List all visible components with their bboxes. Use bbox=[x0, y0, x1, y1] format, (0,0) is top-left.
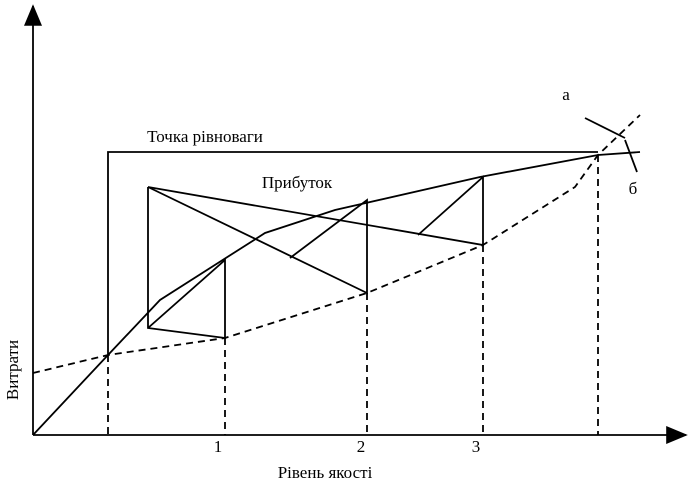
cost-curve bbox=[32, 114, 641, 374]
annotation: Прибуток bbox=[262, 173, 333, 192]
annotation: а bbox=[562, 85, 570, 104]
x-tick-label: 1 bbox=[214, 437, 223, 456]
profit-lines bbox=[147, 187, 226, 340]
annotation: б bbox=[629, 179, 638, 198]
x-tick-label: 3 bbox=[472, 437, 481, 456]
annotation: Точка рівноваги bbox=[147, 127, 263, 146]
equilibrium-bracket bbox=[107, 151, 598, 355]
profit-lines bbox=[147, 186, 368, 295]
axes bbox=[24, 4, 688, 444]
y-axis-label: Витрати bbox=[3, 340, 22, 400]
x-axis-label: Рівень якості bbox=[278, 463, 373, 482]
x-tick-label: 2 bbox=[357, 437, 366, 456]
revenue-curve bbox=[32, 151, 641, 436]
curves bbox=[32, 114, 641, 436]
marker-b bbox=[624, 139, 638, 173]
marker-a bbox=[584, 117, 626, 139]
profit-lines bbox=[147, 174, 484, 247]
